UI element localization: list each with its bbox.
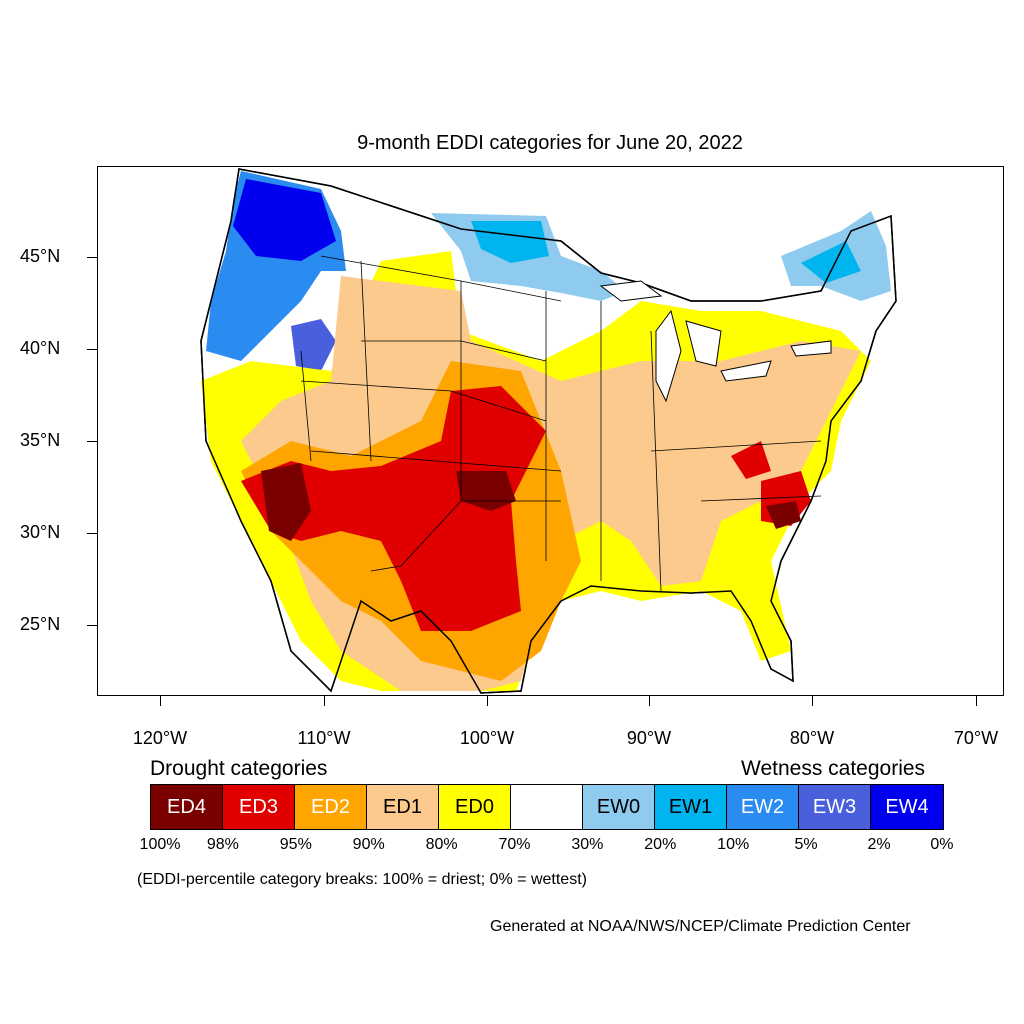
- ed3-region-va: [731, 441, 771, 479]
- percentile-break: 20%: [644, 836, 677, 853]
- wet-region-ne-core: [801, 241, 861, 283]
- percentile-break: 0%: [930, 836, 954, 853]
- lon-tick: [976, 696, 977, 706]
- map-title: 9-month EDDI categories for June 20, 202…: [357, 132, 743, 154]
- lat-tick: [87, 625, 97, 626]
- percentile-break: 5%: [794, 836, 818, 853]
- lat-tick: [87, 349, 97, 350]
- lat-tick: [87, 257, 97, 258]
- lon-tick: [324, 696, 325, 706]
- legend-box-ed1: ED1: [367, 785, 439, 829]
- lon-label-110: 110°W: [297, 728, 351, 748]
- great-lakes: [599, 280, 832, 403]
- percentile-break: 98%: [206, 836, 239, 853]
- lon-label-90: 90°W: [626, 728, 672, 748]
- lat-label-45: 45°N: [20, 246, 61, 266]
- percentile-break: 30%: [571, 836, 604, 853]
- ed4-region-sw: [261, 463, 311, 541]
- edddi-map: [200, 168, 897, 694]
- percentile-break: 90%: [352, 836, 385, 853]
- percentile-break: 100%: [139, 836, 181, 853]
- percentile-break: 70%: [498, 836, 531, 853]
- legend-box-ed0: ED0: [439, 785, 511, 829]
- wet-region-nw-core: [233, 179, 336, 261]
- lon-label-80: 80°W: [789, 728, 835, 748]
- percentile-break: 95%: [279, 836, 312, 853]
- legend-box-ew4: EW4: [871, 785, 943, 829]
- lat-label-40: 40°N: [20, 338, 61, 358]
- ed3-region: [241, 386, 546, 631]
- wet-region-idaho: [291, 319, 336, 371]
- coastline: [200, 168, 897, 694]
- lon-tick: [487, 696, 488, 706]
- credit-line: Generated at NOAA/NWS/NCEP/Climate Predi…: [490, 918, 911, 935]
- legend-box-ed2: ED2: [295, 785, 367, 829]
- lon-label-120: 120°W: [132, 728, 188, 748]
- lat-label-30: 30°N: [20, 522, 61, 542]
- percentile-break: 2%: [867, 836, 891, 853]
- legend-color-bar: ED4 ED3 ED2 ED1 ED0 EW0 EW1 EW2 EW3 EW4: [150, 784, 944, 830]
- lon-label-100: 100°W: [459, 728, 515, 748]
- legend-box-ew2: EW2: [727, 785, 799, 829]
- percentile-break: 10%: [717, 836, 750, 853]
- legend-box-ed4: ED4: [151, 785, 223, 829]
- ed4-region-se: [766, 501, 801, 529]
- state-boundaries: [300, 255, 822, 592]
- lat-label-35: 35°N: [20, 430, 61, 450]
- drought-heading: Drought categories: [150, 757, 328, 780]
- legend-box-neutral: [511, 785, 583, 829]
- lon-tick: [649, 696, 650, 706]
- legend-box-ew0: EW0: [583, 785, 655, 829]
- lat-tick: [87, 441, 97, 442]
- legend-box-ed3: ED3: [223, 785, 295, 829]
- footnote: (EDDI-percentile category breaks: 100% =…: [137, 871, 587, 888]
- percentile-break: 80%: [425, 836, 458, 853]
- lat-label-25: 25°N: [20, 614, 61, 634]
- legend-box-ew3: EW3: [799, 785, 871, 829]
- lon-tick: [160, 696, 161, 706]
- lon-tick: [812, 696, 813, 706]
- lat-tick: [87, 533, 97, 534]
- wetness-heading: Wetness categories: [741, 757, 926, 780]
- wet-region-north-core: [471, 221, 549, 263]
- lon-label-70: 70°W: [953, 728, 999, 748]
- legend-box-ew1: EW1: [655, 785, 727, 829]
- map-area: [97, 166, 1004, 696]
